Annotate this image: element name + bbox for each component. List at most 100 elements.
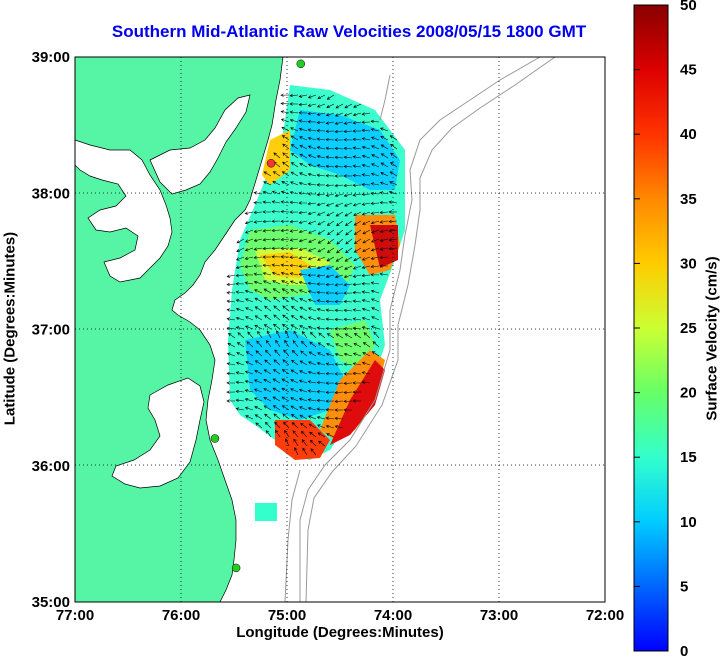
velocity-arrow bbox=[352, 129, 362, 133]
velocity-arrow bbox=[352, 308, 362, 312]
velocity-arrow bbox=[298, 181, 308, 186]
velocity-arrow bbox=[379, 181, 389, 186]
velocity-arrow bbox=[370, 172, 380, 177]
velocity-arrow bbox=[299, 144, 308, 150]
velocity-arrow bbox=[352, 282, 362, 287]
velocity-arrow bbox=[325, 299, 335, 304]
velocity-arrow bbox=[226, 352, 236, 357]
velocity-arrow bbox=[370, 325, 380, 330]
velocity-arrow bbox=[316, 380, 326, 385]
velocity-arrow bbox=[370, 256, 380, 260]
velocity-arrow bbox=[343, 308, 353, 313]
velocity-arrow bbox=[361, 380, 371, 384]
velocity-arrow bbox=[316, 371, 326, 375]
velocity-arrow bbox=[325, 282, 335, 287]
velocity-arrow bbox=[388, 246, 398, 251]
velocity-arrow bbox=[334, 308, 344, 313]
velocity-arrow bbox=[316, 274, 326, 278]
velocity-arrow bbox=[326, 247, 335, 253]
velocity-arrow bbox=[282, 413, 290, 420]
velocity-arrow bbox=[226, 362, 236, 366]
velocity-arrow bbox=[361, 282, 371, 286]
velocity-arrow bbox=[317, 432, 326, 438]
velocity-arrow bbox=[370, 281, 380, 285]
velocity-arrow bbox=[334, 362, 344, 367]
velocity-arrow bbox=[307, 182, 317, 186]
velocity-arrow bbox=[290, 144, 299, 150]
velocity-arrow bbox=[226, 282, 236, 287]
velocity-arrow bbox=[254, 306, 263, 312]
velocity-arrow bbox=[271, 190, 281, 195]
velocity-arrow bbox=[235, 398, 245, 403]
velocity-arrow bbox=[282, 359, 290, 366]
velocity-arrow bbox=[245, 316, 254, 321]
velocity-arrow bbox=[262, 200, 272, 204]
velocity-arrow bbox=[325, 352, 335, 357]
velocity-arrow bbox=[362, 220, 371, 225]
velocity-arrow bbox=[264, 421, 272, 429]
velocity-arrow bbox=[344, 256, 353, 262]
velocity-arrow bbox=[253, 238, 263, 242]
velocity-arrow bbox=[370, 220, 380, 225]
velocity-arrow bbox=[264, 359, 272, 366]
x-axis-label: Longitude (Degrees:Minutes) bbox=[236, 624, 444, 641]
velocity-arrow bbox=[334, 129, 344, 134]
velocity-arrow bbox=[280, 271, 290, 276]
velocity-arrow bbox=[244, 370, 254, 375]
velocity-arrow bbox=[235, 371, 245, 375]
velocity-arrow bbox=[290, 306, 299, 312]
velocity-arrow bbox=[344, 265, 353, 270]
velocity-arrow bbox=[282, 314, 290, 321]
velocity-arrow bbox=[325, 371, 335, 376]
velocity-arrow bbox=[281, 126, 290, 132]
colorbar-tick-label: 15 bbox=[680, 449, 697, 466]
velocity-arrow bbox=[326, 220, 335, 226]
y-tick-label: 38:00 bbox=[32, 185, 70, 202]
velocity-arrow bbox=[299, 315, 308, 321]
velocity-arrow bbox=[317, 342, 326, 348]
velocity-arrow bbox=[316, 155, 326, 159]
velocity-arrow bbox=[291, 422, 299, 429]
velocity-arrow bbox=[272, 288, 281, 294]
radar-station-marker bbox=[266, 159, 276, 168]
velocity-arrow bbox=[263, 388, 272, 393]
velocity-arrow bbox=[307, 145, 317, 150]
velocity-arrow bbox=[379, 238, 389, 242]
velocity-arrow bbox=[325, 416, 335, 420]
velocity-arrow bbox=[273, 359, 281, 366]
velocity-arrow bbox=[353, 229, 362, 235]
velocity-arrow bbox=[325, 362, 335, 366]
velocity-arrow bbox=[334, 174, 344, 178]
velocity-arrow bbox=[290, 397, 299, 402]
velocity-arrow bbox=[325, 146, 335, 150]
velocity-arrow bbox=[335, 202, 344, 207]
velocity-arrow bbox=[343, 327, 353, 331]
velocity-arrow bbox=[264, 413, 272, 420]
velocity-arrow bbox=[334, 146, 344, 151]
velocity-arrow bbox=[298, 247, 308, 251]
velocity-arrow bbox=[309, 431, 317, 438]
velocity-arrow bbox=[284, 339, 290, 348]
velocity-arrow bbox=[345, 229, 353, 236]
velocity-arrow bbox=[390, 143, 398, 150]
velocity-arrow bbox=[325, 112, 335, 117]
velocity-arrow bbox=[334, 372, 344, 376]
velocity-arrow bbox=[318, 332, 326, 339]
velocity-arrow bbox=[325, 202, 335, 207]
velocity-arrow bbox=[353, 256, 362, 262]
velocity-arrow bbox=[380, 135, 389, 141]
velocity-arrow bbox=[334, 193, 344, 198]
velocity-arrow bbox=[235, 380, 245, 385]
velocity-arrow bbox=[298, 111, 308, 115]
velocity-arrow bbox=[325, 381, 335, 385]
velocity-arrow bbox=[334, 352, 344, 357]
velocity-arrow bbox=[237, 332, 245, 339]
y-tick-labels: 39:00 38:00 37:00 36:00 35:00 bbox=[32, 49, 70, 611]
velocity-arrow bbox=[307, 120, 317, 124]
velocity-arrow bbox=[290, 288, 299, 294]
velocity-arrow bbox=[361, 173, 371, 177]
velocity-arrow bbox=[325, 424, 335, 429]
velocity-arrow bbox=[253, 255, 263, 260]
velocity-arrow bbox=[316, 164, 326, 168]
velocity-arrow bbox=[301, 439, 308, 447]
